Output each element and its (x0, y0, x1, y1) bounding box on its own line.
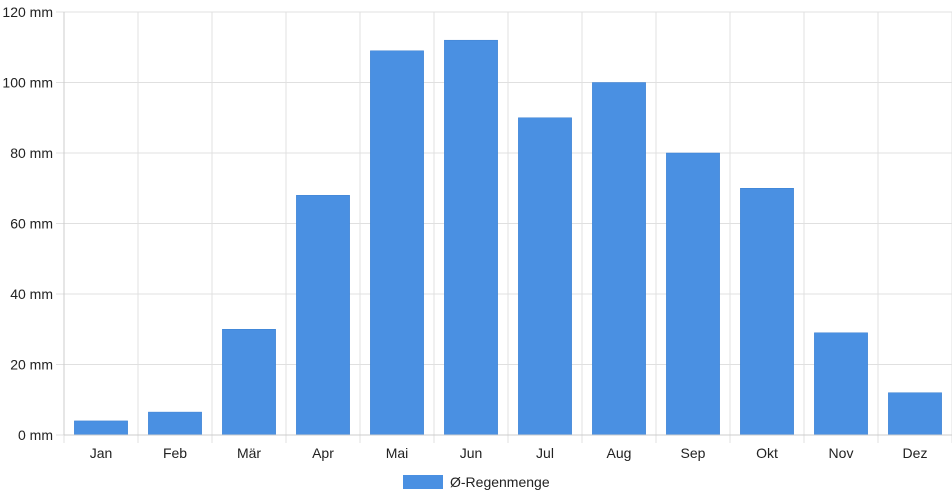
bar-aug (592, 82, 646, 436)
axis-layer: 0 mm 20 mm 40 mm 60 mm 80 mm 100 mm 120 mm Jan F… (2, 4, 952, 461)
x-tick-label: Okt (756, 445, 778, 461)
bar-jul (518, 117, 572, 436)
x-tick-label: Jul (536, 445, 554, 461)
x-tick-label: Jun (460, 445, 483, 461)
bars-layer (74, 39, 942, 436)
x-tick-label: Mai (386, 445, 409, 461)
y-tick-label: 120 mm (2, 4, 53, 20)
bar-mai (370, 50, 424, 436)
legend-label[interactable]: Ø-Regenmenge (450, 474, 550, 490)
y-tick-label: 100 mm (2, 75, 53, 91)
bar-jun (444, 39, 498, 436)
x-tick-label: Jan (90, 445, 113, 461)
x-tick-label: Feb (163, 445, 187, 461)
x-tick-label: Nov (829, 445, 854, 461)
bar-mär (222, 329, 276, 436)
x-tick-label: Dez (903, 445, 928, 461)
bar-feb (148, 411, 202, 436)
x-tick-label: Apr (312, 445, 334, 461)
x-tick-label: Aug (607, 445, 632, 461)
y-tick-label: 40 mm (10, 286, 53, 302)
y-tick-label: 20 mm (10, 357, 53, 373)
bar-okt (740, 188, 794, 436)
x-tick-label: Sep (681, 445, 706, 461)
bar-sep (666, 152, 720, 436)
y-tick-label: 0 mm (18, 427, 53, 443)
bar-nov (814, 332, 868, 436)
x-tick-label: Mär (237, 445, 261, 461)
legend-swatch[interactable] (403, 475, 443, 489)
bar-dez (888, 392, 942, 436)
bar-jan (74, 420, 128, 436)
legend[interactable]: Ø-Regenmenge (403, 474, 550, 490)
grid-layer (56, 11, 952, 443)
bar-apr (296, 195, 350, 436)
y-tick-label: 80 mm (10, 145, 53, 161)
y-tick-label: 60 mm (10, 216, 53, 232)
